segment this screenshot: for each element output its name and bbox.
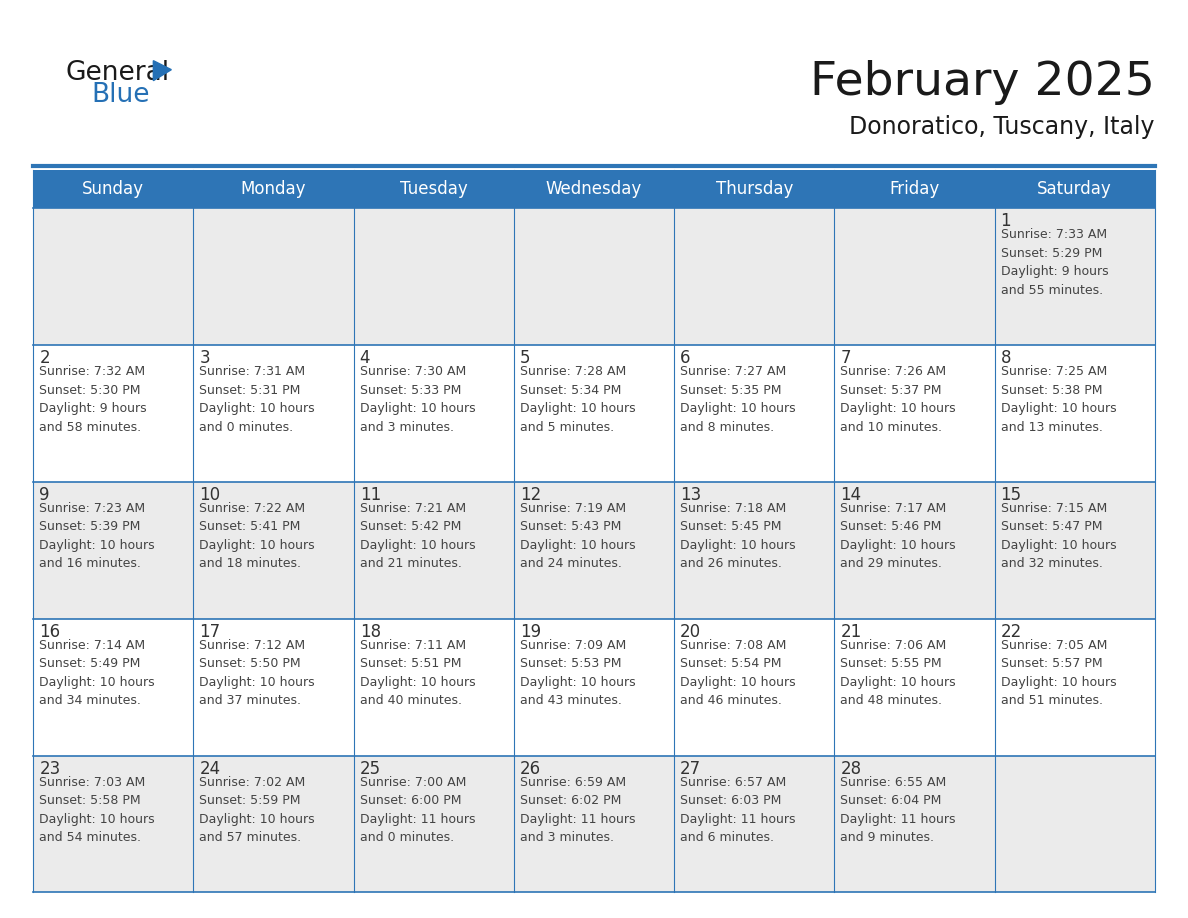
Text: 13: 13 [680, 486, 701, 504]
Text: 1: 1 [1000, 212, 1011, 230]
Text: Sunrise: 7:12 AM
Sunset: 5:50 PM
Daylight: 10 hours
and 37 minutes.: Sunrise: 7:12 AM Sunset: 5:50 PM Dayligh… [200, 639, 315, 707]
Text: 9: 9 [39, 486, 50, 504]
Text: Sunrise: 7:31 AM
Sunset: 5:31 PM
Daylight: 10 hours
and 0 minutes.: Sunrise: 7:31 AM Sunset: 5:31 PM Dayligh… [200, 365, 315, 433]
Text: Tuesday: Tuesday [400, 180, 468, 198]
Bar [33, 345, 1155, 482]
Bar [33, 482, 1155, 619]
Text: Sunrise: 6:57 AM
Sunset: 6:03 PM
Daylight: 11 hours
and 6 minutes.: Sunrise: 6:57 AM Sunset: 6:03 PM Dayligh… [680, 776, 796, 844]
Text: Sunrise: 7:00 AM
Sunset: 6:00 PM
Daylight: 11 hours
and 0 minutes.: Sunrise: 7:00 AM Sunset: 6:00 PM Dayligh… [360, 776, 475, 844]
Bar [33, 619, 1155, 756]
Text: Sunrise: 7:21 AM
Sunset: 5:42 PM
Daylight: 10 hours
and 21 minutes.: Sunrise: 7:21 AM Sunset: 5:42 PM Dayligh… [360, 502, 475, 570]
Text: Sunrise: 7:32 AM
Sunset: 5:30 PM
Daylight: 9 hours
and 58 minutes.: Sunrise: 7:32 AM Sunset: 5:30 PM Dayligh… [39, 365, 147, 433]
Text: Sunrise: 7:08 AM
Sunset: 5:54 PM
Daylight: 10 hours
and 46 minutes.: Sunrise: 7:08 AM Sunset: 5:54 PM Dayligh… [680, 639, 796, 707]
Text: Sunrise: 7:25 AM
Sunset: 5:38 PM
Daylight: 10 hours
and 13 minutes.: Sunrise: 7:25 AM Sunset: 5:38 PM Dayligh… [1000, 365, 1117, 433]
Text: Sunrise: 7:03 AM
Sunset: 5:58 PM
Daylight: 10 hours
and 54 minutes.: Sunrise: 7:03 AM Sunset: 5:58 PM Dayligh… [39, 776, 154, 844]
Text: Sunrise: 7:28 AM
Sunset: 5:34 PM
Daylight: 10 hours
and 5 minutes.: Sunrise: 7:28 AM Sunset: 5:34 PM Dayligh… [520, 365, 636, 433]
Text: 20: 20 [680, 622, 701, 641]
Text: Sunrise: 6:59 AM
Sunset: 6:02 PM
Daylight: 11 hours
and 3 minutes.: Sunrise: 6:59 AM Sunset: 6:02 PM Dayligh… [520, 776, 636, 844]
Text: 26: 26 [520, 759, 541, 778]
Text: 18: 18 [360, 622, 381, 641]
Text: 16: 16 [39, 622, 61, 641]
Text: Sunrise: 7:33 AM
Sunset: 5:29 PM
Daylight: 9 hours
and 55 minutes.: Sunrise: 7:33 AM Sunset: 5:29 PM Dayligh… [1000, 229, 1108, 297]
Text: Wednesday: Wednesday [545, 180, 643, 198]
Text: Friday: Friday [890, 180, 940, 198]
Text: 17: 17 [200, 622, 221, 641]
Text: 21: 21 [840, 622, 861, 641]
Text: Saturday: Saturday [1037, 180, 1112, 198]
Bar [33, 756, 1155, 892]
Text: Thursday: Thursday [715, 180, 792, 198]
Text: Sunrise: 7:23 AM
Sunset: 5:39 PM
Daylight: 10 hours
and 16 minutes.: Sunrise: 7:23 AM Sunset: 5:39 PM Dayligh… [39, 502, 154, 570]
Text: Sunrise: 7:19 AM
Sunset: 5:43 PM
Daylight: 10 hours
and 24 minutes.: Sunrise: 7:19 AM Sunset: 5:43 PM Dayligh… [520, 502, 636, 570]
Text: Sunrise: 7:15 AM
Sunset: 5:47 PM
Daylight: 10 hours
and 32 minutes.: Sunrise: 7:15 AM Sunset: 5:47 PM Dayligh… [1000, 502, 1117, 570]
Text: Sunrise: 7:30 AM
Sunset: 5:33 PM
Daylight: 10 hours
and 3 minutes.: Sunrise: 7:30 AM Sunset: 5:33 PM Dayligh… [360, 365, 475, 433]
Text: General: General [65, 60, 170, 85]
Bar [33, 170, 1155, 208]
Text: Blue: Blue [91, 82, 150, 107]
Text: 8: 8 [1000, 349, 1011, 367]
Text: 11: 11 [360, 486, 381, 504]
Text: Donoratico, Tuscany, Italy: Donoratico, Tuscany, Italy [849, 115, 1155, 139]
Text: 25: 25 [360, 759, 381, 778]
Text: 22: 22 [1000, 622, 1022, 641]
Text: 6: 6 [680, 349, 690, 367]
Text: 12: 12 [520, 486, 542, 504]
Text: 10: 10 [200, 486, 221, 504]
Text: 23: 23 [39, 759, 61, 778]
Text: 2: 2 [39, 349, 50, 367]
Text: Sunrise: 7:17 AM
Sunset: 5:46 PM
Daylight: 10 hours
and 29 minutes.: Sunrise: 7:17 AM Sunset: 5:46 PM Dayligh… [840, 502, 956, 570]
Text: 28: 28 [840, 759, 861, 778]
Text: 14: 14 [840, 486, 861, 504]
Polygon shape [153, 61, 171, 81]
Text: 7: 7 [840, 349, 851, 367]
Bar [33, 208, 1155, 345]
Text: Sunrise: 7:26 AM
Sunset: 5:37 PM
Daylight: 10 hours
and 10 minutes.: Sunrise: 7:26 AM Sunset: 5:37 PM Dayligh… [840, 365, 956, 433]
Text: Monday: Monday [241, 180, 307, 198]
Text: Sunrise: 7:18 AM
Sunset: 5:45 PM
Daylight: 10 hours
and 26 minutes.: Sunrise: 7:18 AM Sunset: 5:45 PM Dayligh… [680, 502, 796, 570]
Text: 3: 3 [200, 349, 210, 367]
Text: February 2025: February 2025 [810, 60, 1155, 105]
Text: Sunrise: 7:05 AM
Sunset: 5:57 PM
Daylight: 10 hours
and 51 minutes.: Sunrise: 7:05 AM Sunset: 5:57 PM Dayligh… [1000, 639, 1117, 707]
Text: Sunrise: 6:55 AM
Sunset: 6:04 PM
Daylight: 11 hours
and 9 minutes.: Sunrise: 6:55 AM Sunset: 6:04 PM Dayligh… [840, 776, 956, 844]
Text: Sunrise: 7:09 AM
Sunset: 5:53 PM
Daylight: 10 hours
and 43 minutes.: Sunrise: 7:09 AM Sunset: 5:53 PM Dayligh… [520, 639, 636, 707]
Text: 5: 5 [520, 349, 530, 367]
Text: Sunrise: 7:02 AM
Sunset: 5:59 PM
Daylight: 10 hours
and 57 minutes.: Sunrise: 7:02 AM Sunset: 5:59 PM Dayligh… [200, 776, 315, 844]
Text: 24: 24 [200, 759, 221, 778]
Text: 15: 15 [1000, 486, 1022, 504]
Text: Sunrise: 7:06 AM
Sunset: 5:55 PM
Daylight: 10 hours
and 48 minutes.: Sunrise: 7:06 AM Sunset: 5:55 PM Dayligh… [840, 639, 956, 707]
Text: Sunrise: 7:11 AM
Sunset: 5:51 PM
Daylight: 10 hours
and 40 minutes.: Sunrise: 7:11 AM Sunset: 5:51 PM Dayligh… [360, 639, 475, 707]
Text: 19: 19 [520, 622, 541, 641]
Text: Sunrise: 7:22 AM
Sunset: 5:41 PM
Daylight: 10 hours
and 18 minutes.: Sunrise: 7:22 AM Sunset: 5:41 PM Dayligh… [200, 502, 315, 570]
Text: Sunrise: 7:27 AM
Sunset: 5:35 PM
Daylight: 10 hours
and 8 minutes.: Sunrise: 7:27 AM Sunset: 5:35 PM Dayligh… [680, 365, 796, 433]
Text: Sunrise: 7:14 AM
Sunset: 5:49 PM
Daylight: 10 hours
and 34 minutes.: Sunrise: 7:14 AM Sunset: 5:49 PM Dayligh… [39, 639, 154, 707]
Text: Sunday: Sunday [82, 180, 145, 198]
Text: 4: 4 [360, 349, 371, 367]
Text: 27: 27 [680, 759, 701, 778]
